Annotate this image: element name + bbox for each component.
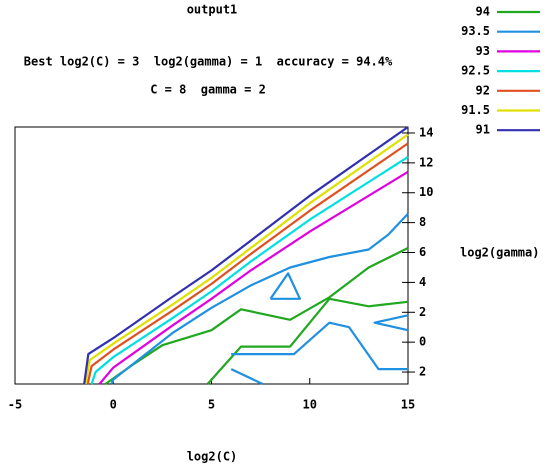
contour-line: [231, 321, 408, 371]
contour-line: [110, 212, 409, 385]
chart-subtitle: Best log2(C) = 3 log2(gamma) = 1 accurac…: [24, 55, 393, 69]
contour-line: [206, 297, 409, 385]
x-axis-label: log2(C): [187, 450, 238, 464]
chart-title: output1: [187, 3, 238, 17]
legend-label: 93: [476, 44, 490, 58]
legend-label: 93.5: [461, 24, 490, 38]
legend-label: 94: [476, 5, 490, 19]
y-tick-label: 4: [419, 275, 426, 289]
y-tick-label: 14: [419, 125, 433, 139]
contour-line: [104, 247, 409, 385]
contour-line: [84, 133, 409, 385]
contour-line: [98, 170, 409, 385]
plot-frame: [14, 126, 409, 385]
y-tick-label: 0: [419, 335, 426, 349]
x-tick-label: -5: [8, 398, 22, 412]
contour-line: [230, 368, 264, 385]
legend-label: 92: [476, 83, 490, 97]
y-tick-label: 12: [419, 155, 433, 169]
contour-line: [90, 155, 409, 385]
x-tick-label: 0: [110, 398, 117, 412]
y-axis-label: log2(gamma): [460, 246, 539, 260]
x-tick-label: 15: [401, 398, 415, 412]
legend-label: 91: [476, 123, 490, 137]
y-tick-label: 2: [419, 305, 426, 319]
contour-line: [86, 142, 409, 385]
x-tick-label: 5: [208, 398, 215, 412]
contour-line: [269, 272, 301, 300]
legend-label: 92.5: [461, 64, 490, 78]
x-tick-label: 10: [303, 398, 317, 412]
y-tick-label: 6: [419, 245, 426, 259]
contour-line: [83, 126, 409, 385]
legend-label: 91.5: [461, 103, 490, 117]
chart-subtitle: C = 8 gamma = 2: [150, 83, 266, 97]
y-tick-label: 10: [419, 185, 433, 199]
contour-line: [373, 314, 409, 332]
y-tick-label: 8: [419, 215, 426, 229]
y-tick-label: 2: [419, 365, 426, 379]
